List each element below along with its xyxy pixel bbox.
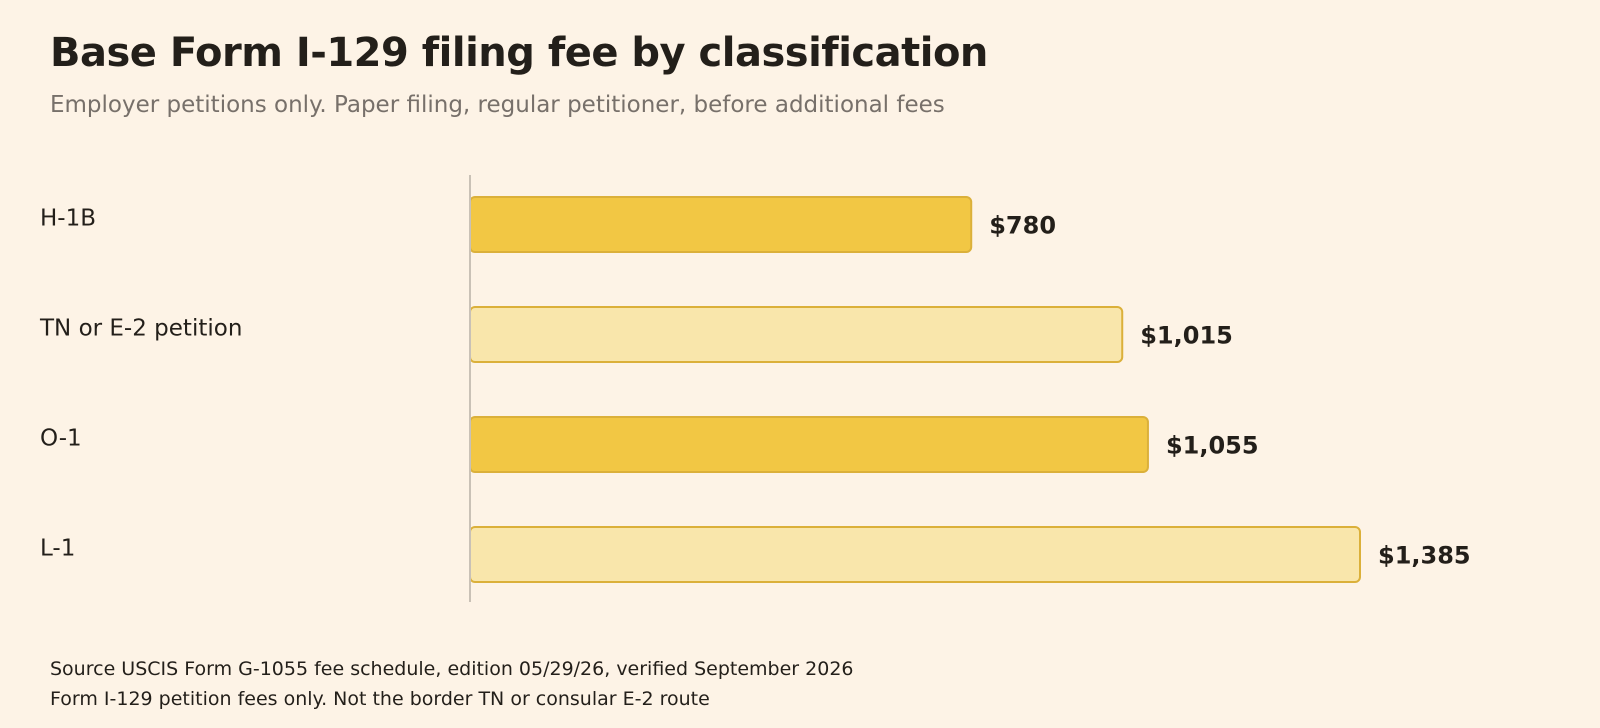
value-label: $780 — [989, 212, 1056, 240]
chart-subtitle: Employer petitions only. Paper filing, r… — [50, 92, 945, 118]
bar — [469, 196, 973, 253]
category-label: O-1 — [40, 426, 82, 452]
bar-chart: H-1B $780 TN or E-2 petition $1,015 O-1 $1,05… — [39, 175, 1471, 602]
bar — [469, 416, 1149, 473]
value-label: $1,055 — [1166, 432, 1259, 460]
bar — [469, 526, 1361, 583]
bar — [469, 306, 1124, 363]
source-note: Source USCIS Form G-1055 fee schedule, e… — [50, 658, 854, 680]
chart-title: Base Form I-129 filing fee by classifica… — [50, 30, 988, 76]
category-label: TN or E-2 petition — [39, 316, 242, 342]
value-label: $1,385 — [1378, 542, 1471, 570]
value-label: $1,015 — [1140, 322, 1233, 350]
category-label: H-1B — [40, 206, 96, 232]
scope-note: Form I-129 petition fees only. Not the b… — [50, 688, 710, 710]
category-label: L-1 — [40, 536, 75, 562]
